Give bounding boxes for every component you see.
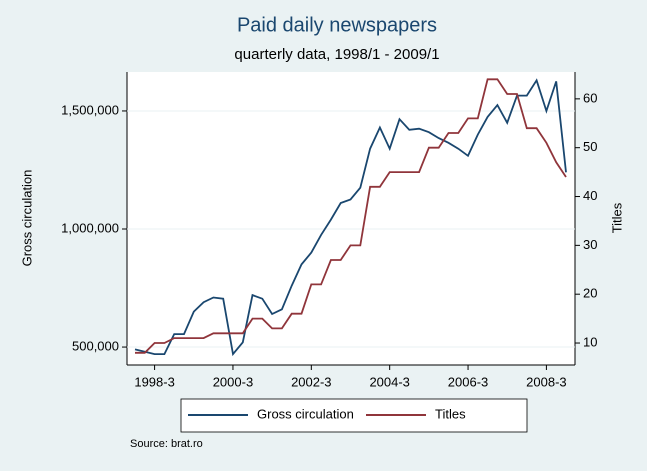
y-tick-label: 1,500,000 (61, 102, 119, 117)
chart-subtitle: quarterly data, 1998/1 - 2009/1 (234, 46, 439, 63)
y-tick-label: 500,000 (72, 338, 119, 353)
x-tick-label: 2002-3 (291, 374, 331, 389)
y2-tick-label: 50 (583, 139, 597, 154)
legend-label: Gross circulation (257, 406, 354, 421)
y2-axis-title: Titles (609, 202, 624, 233)
y2-tick-label: 30 (583, 237, 597, 252)
plot-area (127, 72, 575, 365)
y2-tick-label: 40 (583, 188, 597, 203)
x-tick-label: 2006-3 (448, 374, 488, 389)
x-tick-label: 2000-3 (213, 374, 253, 389)
x-tick-label: 2004-3 (369, 374, 409, 389)
y-tick-label: 1,000,000 (61, 220, 119, 235)
x-tick-label: 1998-3 (134, 374, 174, 389)
legend-label: Titles (435, 406, 466, 421)
source-note: Source: brat.ro (130, 438, 203, 450)
x-tick-label: 2008-3 (526, 374, 566, 389)
series-line (134, 78, 567, 357)
chart-title: Paid daily newspapers (237, 14, 437, 36)
y2-tick-label: 20 (583, 286, 597, 301)
y2-tick-label: 60 (583, 90, 597, 105)
series-line (135, 78, 567, 354)
y-axis-title: Gross circulation (19, 170, 34, 267)
y2-tick-label: 10 (583, 334, 597, 349)
